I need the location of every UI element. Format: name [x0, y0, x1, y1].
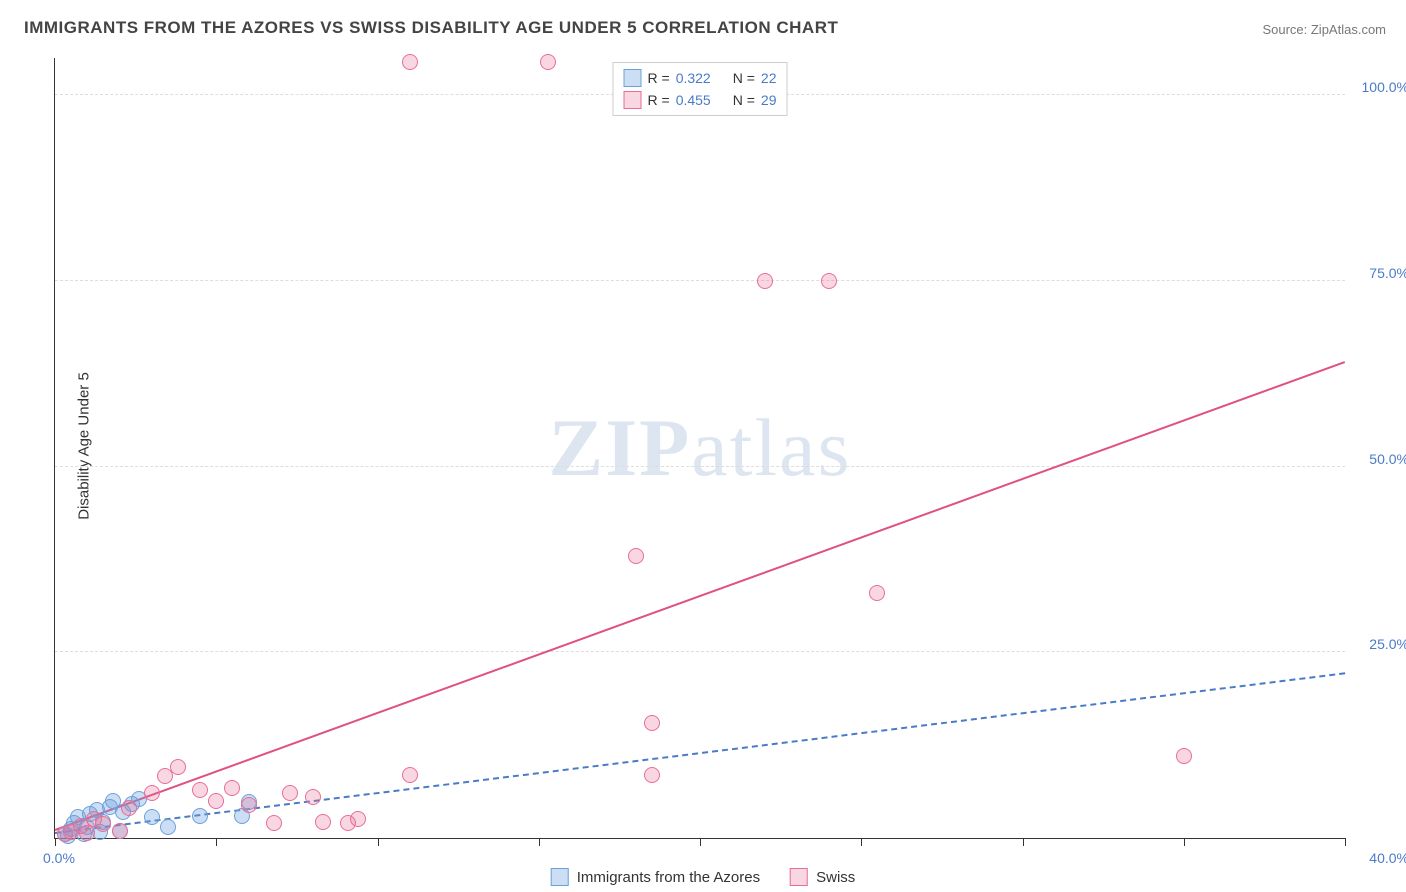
r-label: R =: [648, 70, 670, 86]
swatch-swiss-icon: [790, 868, 808, 886]
trend-line: [55, 361, 1346, 831]
data-point: [144, 785, 160, 801]
data-point: [757, 273, 773, 289]
data-point: [192, 782, 208, 798]
plot-area: ZIPatlas R = 0.322 N = 22 R = 0.455 N = …: [54, 58, 1345, 839]
legend-item-azores: Immigrants from the Azores: [551, 868, 760, 886]
r-value-swiss: 0.455: [676, 92, 711, 108]
data-point: [628, 548, 644, 564]
data-point: [540, 54, 556, 70]
legend-label-azores: Immigrants from the Azores: [577, 869, 760, 886]
data-point: [170, 759, 186, 775]
data-point: [315, 814, 331, 830]
legend-row-swiss: R = 0.455 N = 29: [624, 89, 777, 111]
gridline: [55, 466, 1345, 467]
n-label: N =: [733, 70, 755, 86]
x-tick-label-max: 40.0%: [1369, 850, 1406, 866]
data-point: [241, 797, 257, 813]
data-point: [402, 767, 418, 783]
data-point: [1176, 748, 1192, 764]
x-tick: [861, 838, 862, 846]
data-point: [192, 808, 208, 824]
data-point: [282, 785, 298, 801]
n-label: N =: [733, 92, 755, 108]
data-point: [305, 789, 321, 805]
data-point: [160, 819, 176, 835]
x-tick: [1184, 838, 1185, 846]
data-point: [208, 793, 224, 809]
x-tick: [55, 838, 56, 846]
gridline: [55, 651, 1345, 652]
x-tick: [700, 838, 701, 846]
data-point: [95, 816, 111, 832]
r-value-azores: 0.322: [676, 70, 711, 86]
swatch-swiss-icon: [624, 91, 642, 109]
x-tick: [1023, 838, 1024, 846]
data-point: [121, 800, 137, 816]
chart-title: IMMIGRANTS FROM THE AZORES VS SWISS DISA…: [24, 18, 838, 38]
n-value-swiss: 29: [761, 92, 777, 108]
x-tick: [1345, 838, 1346, 846]
data-point: [112, 823, 128, 839]
y-tick-label: 100.0%: [1362, 79, 1406, 95]
y-tick-label: 75.0%: [1369, 265, 1406, 281]
source-label: Source: ZipAtlas.com: [1262, 22, 1386, 37]
y-tick-label: 25.0%: [1369, 636, 1406, 652]
r-label: R =: [648, 92, 670, 108]
data-point: [869, 585, 885, 601]
legend-label-swiss: Swiss: [816, 869, 855, 886]
x-tick: [378, 838, 379, 846]
data-point: [644, 767, 660, 783]
y-tick-label: 50.0%: [1369, 451, 1406, 467]
data-point: [350, 811, 366, 827]
data-point: [821, 273, 837, 289]
data-point: [144, 809, 160, 825]
data-point: [266, 815, 282, 831]
legend-row-azores: R = 0.322 N = 22: [624, 67, 777, 89]
n-value-azores: 22: [761, 70, 777, 86]
data-point: [644, 715, 660, 731]
legend-stats: R = 0.322 N = 22 R = 0.455 N = 29: [613, 62, 788, 116]
legend-item-swiss: Swiss: [790, 868, 855, 886]
legend-bottom: Immigrants from the Azores Swiss: [551, 868, 856, 886]
x-tick: [539, 838, 540, 846]
watermark: ZIPatlas: [549, 401, 852, 495]
x-tick-label-0: 0.0%: [43, 850, 75, 866]
gridline: [55, 280, 1345, 281]
swatch-azores-icon: [624, 69, 642, 87]
x-tick: [216, 838, 217, 846]
data-point: [224, 780, 240, 796]
swatch-azores-icon: [551, 868, 569, 886]
data-point: [402, 54, 418, 70]
